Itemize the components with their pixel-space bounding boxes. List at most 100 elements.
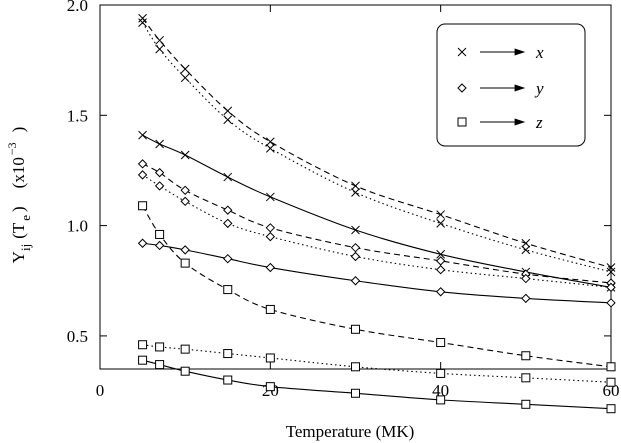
series-z-dashed-point [138,201,148,211]
series-x-solid-point [436,249,446,259]
legend-arrowhead-z [514,118,526,126]
series-x-solid-point [155,139,164,149]
y-tick-label: 1.5 [67,106,88,125]
series-x-dotted-point [436,219,446,228]
series-x-dotted-point [180,73,190,83]
series-y-dashed-point [137,159,148,169]
series-z-dashed-line [142,205,612,368]
markers-layer [137,13,616,414]
legend-label-z: z [535,113,543,132]
x-tick-label: 0 [96,381,105,400]
series-z-dotted-point [351,362,360,372]
series-z-dashed-point [265,304,275,314]
series-x-dotted-point [265,144,275,153]
series-x-dashed-point [180,64,190,74]
series-y-solid-point [223,253,233,264]
series-z-dashed-point [351,324,360,334]
legend-label-y: y [534,79,544,98]
series-x-dashed-point [606,263,616,272]
series-y-solid-point [265,262,276,273]
series-z-solid-point [265,382,275,392]
series-y-dashed-point [265,223,276,233]
y-axis-title-exp: −3 [5,142,19,155]
series-layer [142,17,612,410]
series-z-dashed-point [521,351,531,361]
series-x-dotted-line [142,22,612,273]
series-x-dashed-point [521,238,531,248]
series-x-dotted-point [521,245,531,255]
series-y-solid-line [142,242,612,304]
series-z-dotted-point [521,373,531,383]
series-z-dotted-point [155,342,165,352]
y-axis-title-paren-close: ) [9,206,28,212]
legend-marker-x [457,47,467,57]
series-z-dotted-point [265,353,275,363]
legend-marker-z [457,117,467,127]
series-y-solid-point [606,298,616,308]
series-z-solid-point [223,375,233,385]
series-z-solid-line [142,359,612,410]
series-x-dashed-line [142,17,612,269]
series-x-solid-line [142,134,612,288]
y-axis-title-main: Y [9,251,28,263]
series-y-solid-point [137,238,148,248]
series-z-dashed-point [223,285,233,295]
series-y-dashed-point [435,256,446,266]
legend-marker-y [457,83,467,93]
series-z-dotted-point [138,340,148,350]
y-tick-label: 0.5 [67,327,88,346]
series-y-solid-point [350,276,361,286]
y-axis-title-units: (x10 [9,157,28,188]
series-x-dashed-point [138,13,147,23]
series-z-solid-point [155,360,165,370]
series-z-solid-point [351,388,360,398]
series-x-dashed-point [265,137,275,147]
series-z-dotted-point [223,349,233,359]
series-y-solid-point [435,287,446,297]
series-y-dotted-point [180,196,190,207]
series-x-solid-point [265,192,275,202]
series-z-solid-point [138,355,148,365]
series-x-solid-point [180,150,190,160]
series-z-solid-point [436,395,446,405]
y-axis-title: Yij (Te) (x10 −3) [5,127,33,264]
series-x-dotted-point [223,115,233,125]
series-y-dashed-point [223,205,233,215]
legend: xyz [436,23,586,147]
series-y-dotted-point [223,218,233,229]
y-axis-title-units-close: ) [9,127,28,133]
series-z-dotted-point [436,368,446,378]
series-y-dotted-point [137,170,148,180]
series-z-dotted-point [606,377,616,387]
y-tick-label: 1.0 [67,217,88,236]
series-y-dotted-point [606,282,616,293]
legend-label-x: x [535,43,544,62]
series-y-dotted-point [435,265,446,275]
y-tick-label: 2.0 [67,0,88,15]
series-y-dotted-point [521,273,531,284]
series-x-dotted-point [351,188,360,197]
series-z-solid-point [180,366,190,376]
series-z-dotted-point [180,344,190,354]
legend-entries: xyz [457,43,544,132]
x-tick-label: 40 [432,381,449,400]
series-z-dotted-line [142,344,612,383]
series-x-solid-point [351,225,360,235]
series-x-dashed-point [351,181,360,191]
legend-arrowhead-y [514,84,526,92]
series-x-dashed-point [223,106,233,116]
series-x-dotted-point [606,267,616,277]
series-y-dotted-point [154,181,165,191]
legend-box [436,23,586,147]
series-z-dashed-point [180,258,190,268]
series-y-dashed-point [350,242,361,253]
series-y-dashed-point [180,185,190,196]
x-axis-title: Temperature (MK) [286,422,415,441]
y-axis-title-sub2: e [18,215,33,221]
series-x-dashed-point [436,210,446,219]
legend-arrowhead-x [514,48,526,56]
series-y-dotted-line [142,174,612,288]
y-axis-title-sub1: ij [18,244,33,251]
series-x-solid-point [223,172,233,182]
